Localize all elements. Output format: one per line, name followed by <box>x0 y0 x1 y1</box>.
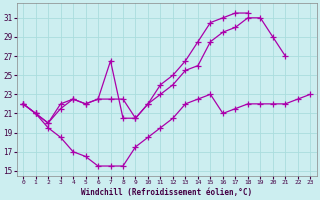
X-axis label: Windchill (Refroidissement éolien,°C): Windchill (Refroidissement éolien,°C) <box>81 188 252 197</box>
